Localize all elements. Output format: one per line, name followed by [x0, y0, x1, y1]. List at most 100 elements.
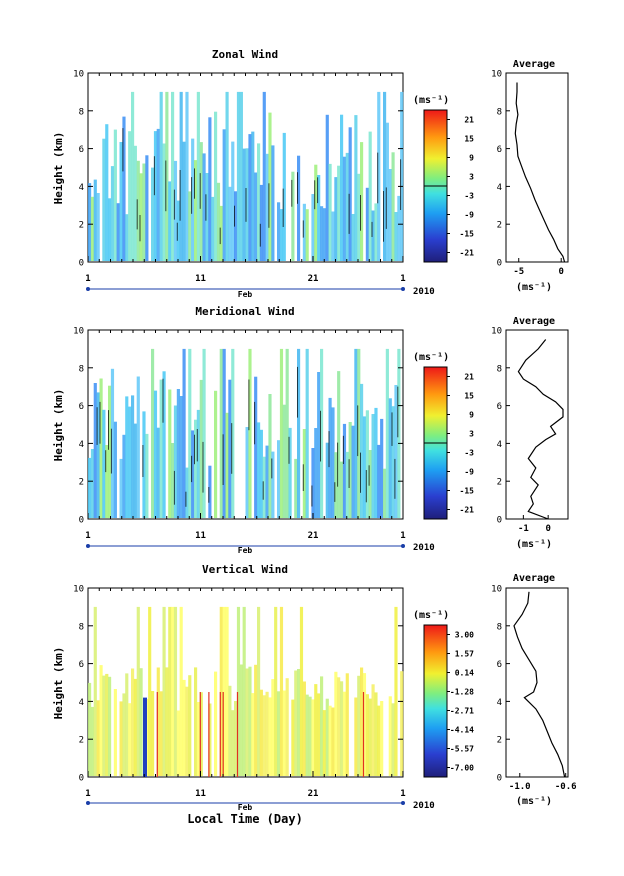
- heatmap-cell: [279, 348, 284, 518]
- heatmap-cell: [113, 689, 117, 776]
- heatmap-cell: [231, 710, 235, 776]
- heatmap-cell: [176, 200, 180, 261]
- heatmap-cell: [400, 91, 404, 262]
- y-tick-label: 4: [79, 440, 84, 450]
- heatmap-cell: [214, 390, 218, 518]
- heatmap-contour: [360, 452, 361, 493]
- heatmap-contour: [205, 194, 207, 221]
- heatmap-cell: [282, 690, 286, 776]
- heatmap-cell: [231, 348, 235, 518]
- heatmap-cell: [194, 667, 198, 776]
- heatmap-cell: [337, 371, 341, 518]
- heatmap-cell: [308, 696, 312, 776]
- heatmap-cell: [128, 703, 132, 776]
- heatmap-cell: [388, 696, 392, 776]
- heatmap-contour: [365, 470, 367, 503]
- avg-y-tick-label: 2: [497, 736, 502, 746]
- heatmap-contour: [320, 410, 321, 462]
- heatmap-contour: [271, 458, 273, 479]
- heatmap-cell: [234, 701, 238, 776]
- heatmap-cell: [173, 160, 178, 261]
- heatmap-cell: [214, 111, 218, 261]
- heatmap-cell: [245, 148, 249, 261]
- heatmap-cell: [133, 678, 137, 776]
- avg-y-tick-label: 4: [497, 698, 502, 708]
- x-tick-label: 21: [308, 789, 319, 799]
- heatmap-contour: [302, 464, 304, 491]
- colorbar-tick-label: 9: [469, 411, 474, 420]
- heatmap-cell: [328, 397, 332, 518]
- heatmap-cell: [110, 166, 115, 261]
- heatmap-cell: [328, 163, 332, 261]
- heatmap-cell: [208, 703, 212, 776]
- avg-x-tick-label: -1: [518, 524, 529, 534]
- avg-y-tick-label: 6: [497, 145, 502, 155]
- heatmap-cell: [360, 667, 364, 776]
- heatmap-cell: [119, 458, 123, 518]
- heatmap-contour: [202, 441, 204, 493]
- heatmap-cell: [176, 389, 180, 518]
- heatmap-cell: [88, 457, 92, 518]
- heatmap-contour: [194, 434, 195, 465]
- heatmap-cell: [354, 697, 358, 776]
- heatmap-cell: [277, 440, 281, 518]
- heatmap-contour: [248, 379, 250, 431]
- colorbar-tick-label: 15: [464, 392, 474, 401]
- heatmap-cell: [133, 145, 137, 261]
- heatmap-contour: [219, 227, 221, 245]
- x-tick-label: 11: [195, 274, 206, 284]
- heatmap-cell: [173, 405, 178, 518]
- heatmap-cell: [362, 692, 365, 777]
- heatmap-contour: [385, 187, 387, 229]
- heatmap-cell: [325, 442, 329, 518]
- heatmap-cell: [151, 167, 155, 261]
- heatmap-cell: [251, 131, 255, 261]
- avg-y-tick-label: 10: [491, 70, 502, 80]
- heatmap-cell: [214, 671, 218, 776]
- heatmap-cell: [294, 670, 298, 776]
- heatmap-cell: [236, 692, 239, 777]
- heatmap-cell: [311, 699, 315, 776]
- heatmap-cell: [153, 131, 158, 261]
- average-unit: (ms⁻¹): [516, 796, 552, 807]
- heatmap-contour: [342, 435, 344, 464]
- colorbar-tick-label: 15: [464, 135, 474, 144]
- heatmap-cell: [297, 155, 301, 261]
- heatmap-cell: [136, 606, 140, 776]
- heatmap-cell: [380, 418, 384, 518]
- heatmap-cell: [328, 705, 332, 776]
- x-tick-label: 1: [85, 274, 90, 284]
- colorbar-tick-label: 1.57: [455, 650, 474, 659]
- heatmap-cell: [314, 428, 318, 518]
- heatmap-cell: [139, 173, 143, 261]
- heatmap-cell: [93, 179, 97, 261]
- y-ticks: 0 2 4 6 8 10: [73, 70, 403, 269]
- heatmap-cell: [131, 395, 135, 518]
- colorbar-tick-label: -9: [464, 211, 474, 220]
- average-plot: [505, 72, 569, 263]
- heatmap-cell: [110, 368, 115, 518]
- heatmap-cell: [362, 416, 367, 518]
- heatmap-contour: [122, 128, 124, 172]
- time-axis-end: [401, 287, 405, 291]
- avg-y-tick-label: 4: [497, 440, 502, 450]
- time-axis-start: [86, 801, 90, 805]
- heatmap-cell: [119, 701, 123, 776]
- heatmap-cell: [205, 173, 209, 261]
- time-axis-start: [86, 544, 90, 548]
- year-label: 2010: [413, 801, 435, 811]
- colorbar-tick-label: 3.00: [455, 631, 474, 640]
- heatmap-cell: [159, 379, 163, 518]
- heatmap-contour: [105, 450, 107, 473]
- heatmap-cell: [334, 452, 338, 518]
- heatmap-cell: [116, 203, 120, 261]
- heatmap-cell: [285, 678, 289, 776]
- heatmap-cell: [277, 691, 281, 776]
- x-tick-label: 1: [85, 531, 90, 541]
- heatmap-cell: [128, 406, 132, 518]
- colorbar-tick-label: 21: [464, 116, 474, 125]
- colorbar-tick-label: -9: [464, 468, 474, 477]
- y-tick-label: 6: [79, 660, 84, 670]
- heatmap-contour: [311, 485, 313, 507]
- heatmap-cell: [228, 685, 232, 776]
